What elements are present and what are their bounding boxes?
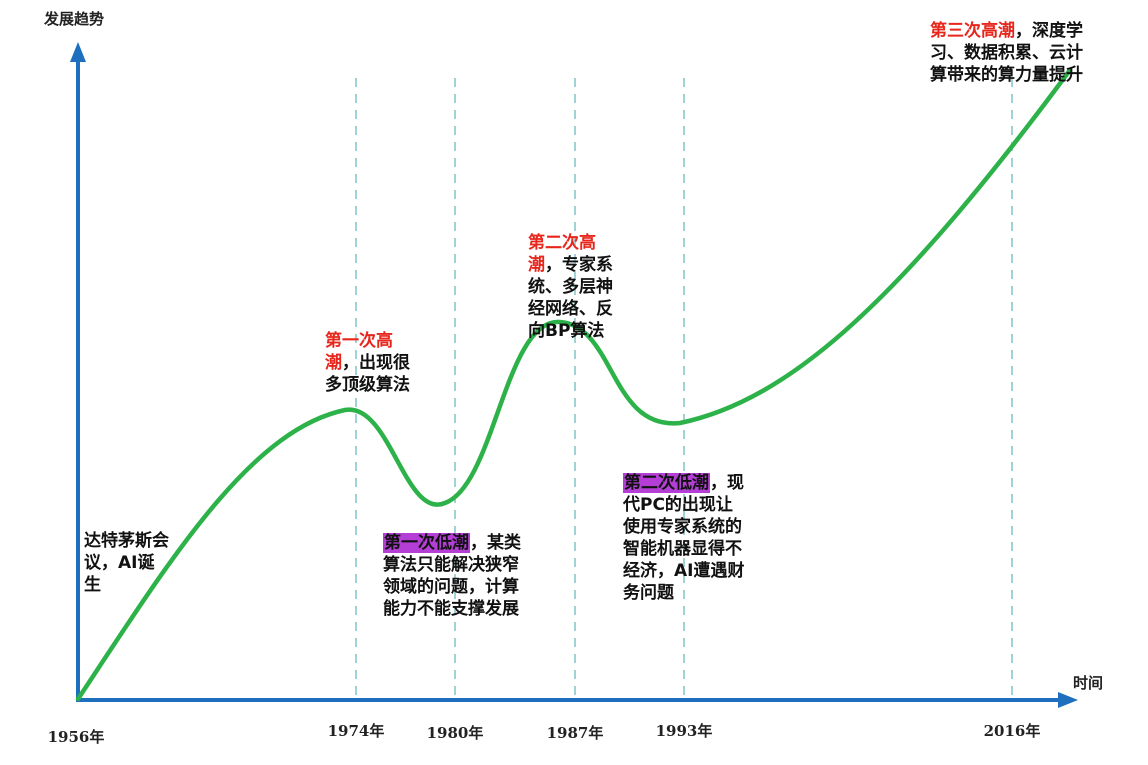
first-high-text: ，出现很多顶级算法: [325, 353, 410, 395]
third-high-title: 第三次高潮: [930, 21, 1015, 41]
tick-2016: 2016年: [983, 722, 1041, 740]
tick-1993: 1993年: [655, 722, 713, 740]
second-low-label: 第二次低潮，现代PC的出现让使用专家系统的智能机器显得不经济，AI遭遇财务问题: [623, 472, 745, 604]
y-axis-label: 发展趋势: [44, 10, 105, 28]
first-low-text: ，某类算法只能解决狭窄领域的问题，计算能力不能支撑发展: [383, 533, 521, 619]
tick-1980: 1980年: [426, 724, 484, 742]
second-high-title: 第二次高潮: [528, 233, 596, 275]
tick-1974: 1974年: [327, 722, 385, 740]
tick-1956: 1956年: [47, 728, 105, 746]
first-low-title: 第一次低潮: [383, 533, 470, 553]
first-low-label: 第一次低潮，某类算法只能解决狭窄领域的问题，计算能力不能支撑发展: [383, 532, 521, 620]
y-axis-arrow: [70, 42, 86, 62]
first-high-label: 第一次高潮，出现很多顶级算法: [325, 330, 410, 396]
dartmouth-text: 达特茅斯会议，AI诞生: [84, 531, 169, 595]
dartmouth-label: 达特茅斯会议，AI诞生: [84, 530, 170, 596]
second-high-text: ，专家系统、多层神经网络、反向BP算法: [528, 255, 613, 341]
second-low-title: 第二次低潮: [623, 473, 710, 493]
first-high-title: 第一次高潮: [325, 331, 393, 373]
trend-curve: [75, 67, 1073, 702]
second-low-text: ，现代PC的出现让使用专家系统的智能机器显得不经济，AI遭遇财务问题: [623, 473, 745, 603]
tick-1987: 1987年: [546, 724, 604, 742]
x-axis-label: 时间: [1073, 674, 1104, 692]
third-high-text: ，深度学习、数据积累、云计算带来的算力量提升: [930, 21, 1083, 85]
third-high-label: 第三次高潮，深度学习、数据积累、云计算带来的算力量提升: [930, 20, 1088, 86]
second-high-label: 第二次高潮，专家系统、多层神经网络、反向BP算法: [528, 232, 626, 342]
x-axis-arrow: [1058, 692, 1078, 708]
